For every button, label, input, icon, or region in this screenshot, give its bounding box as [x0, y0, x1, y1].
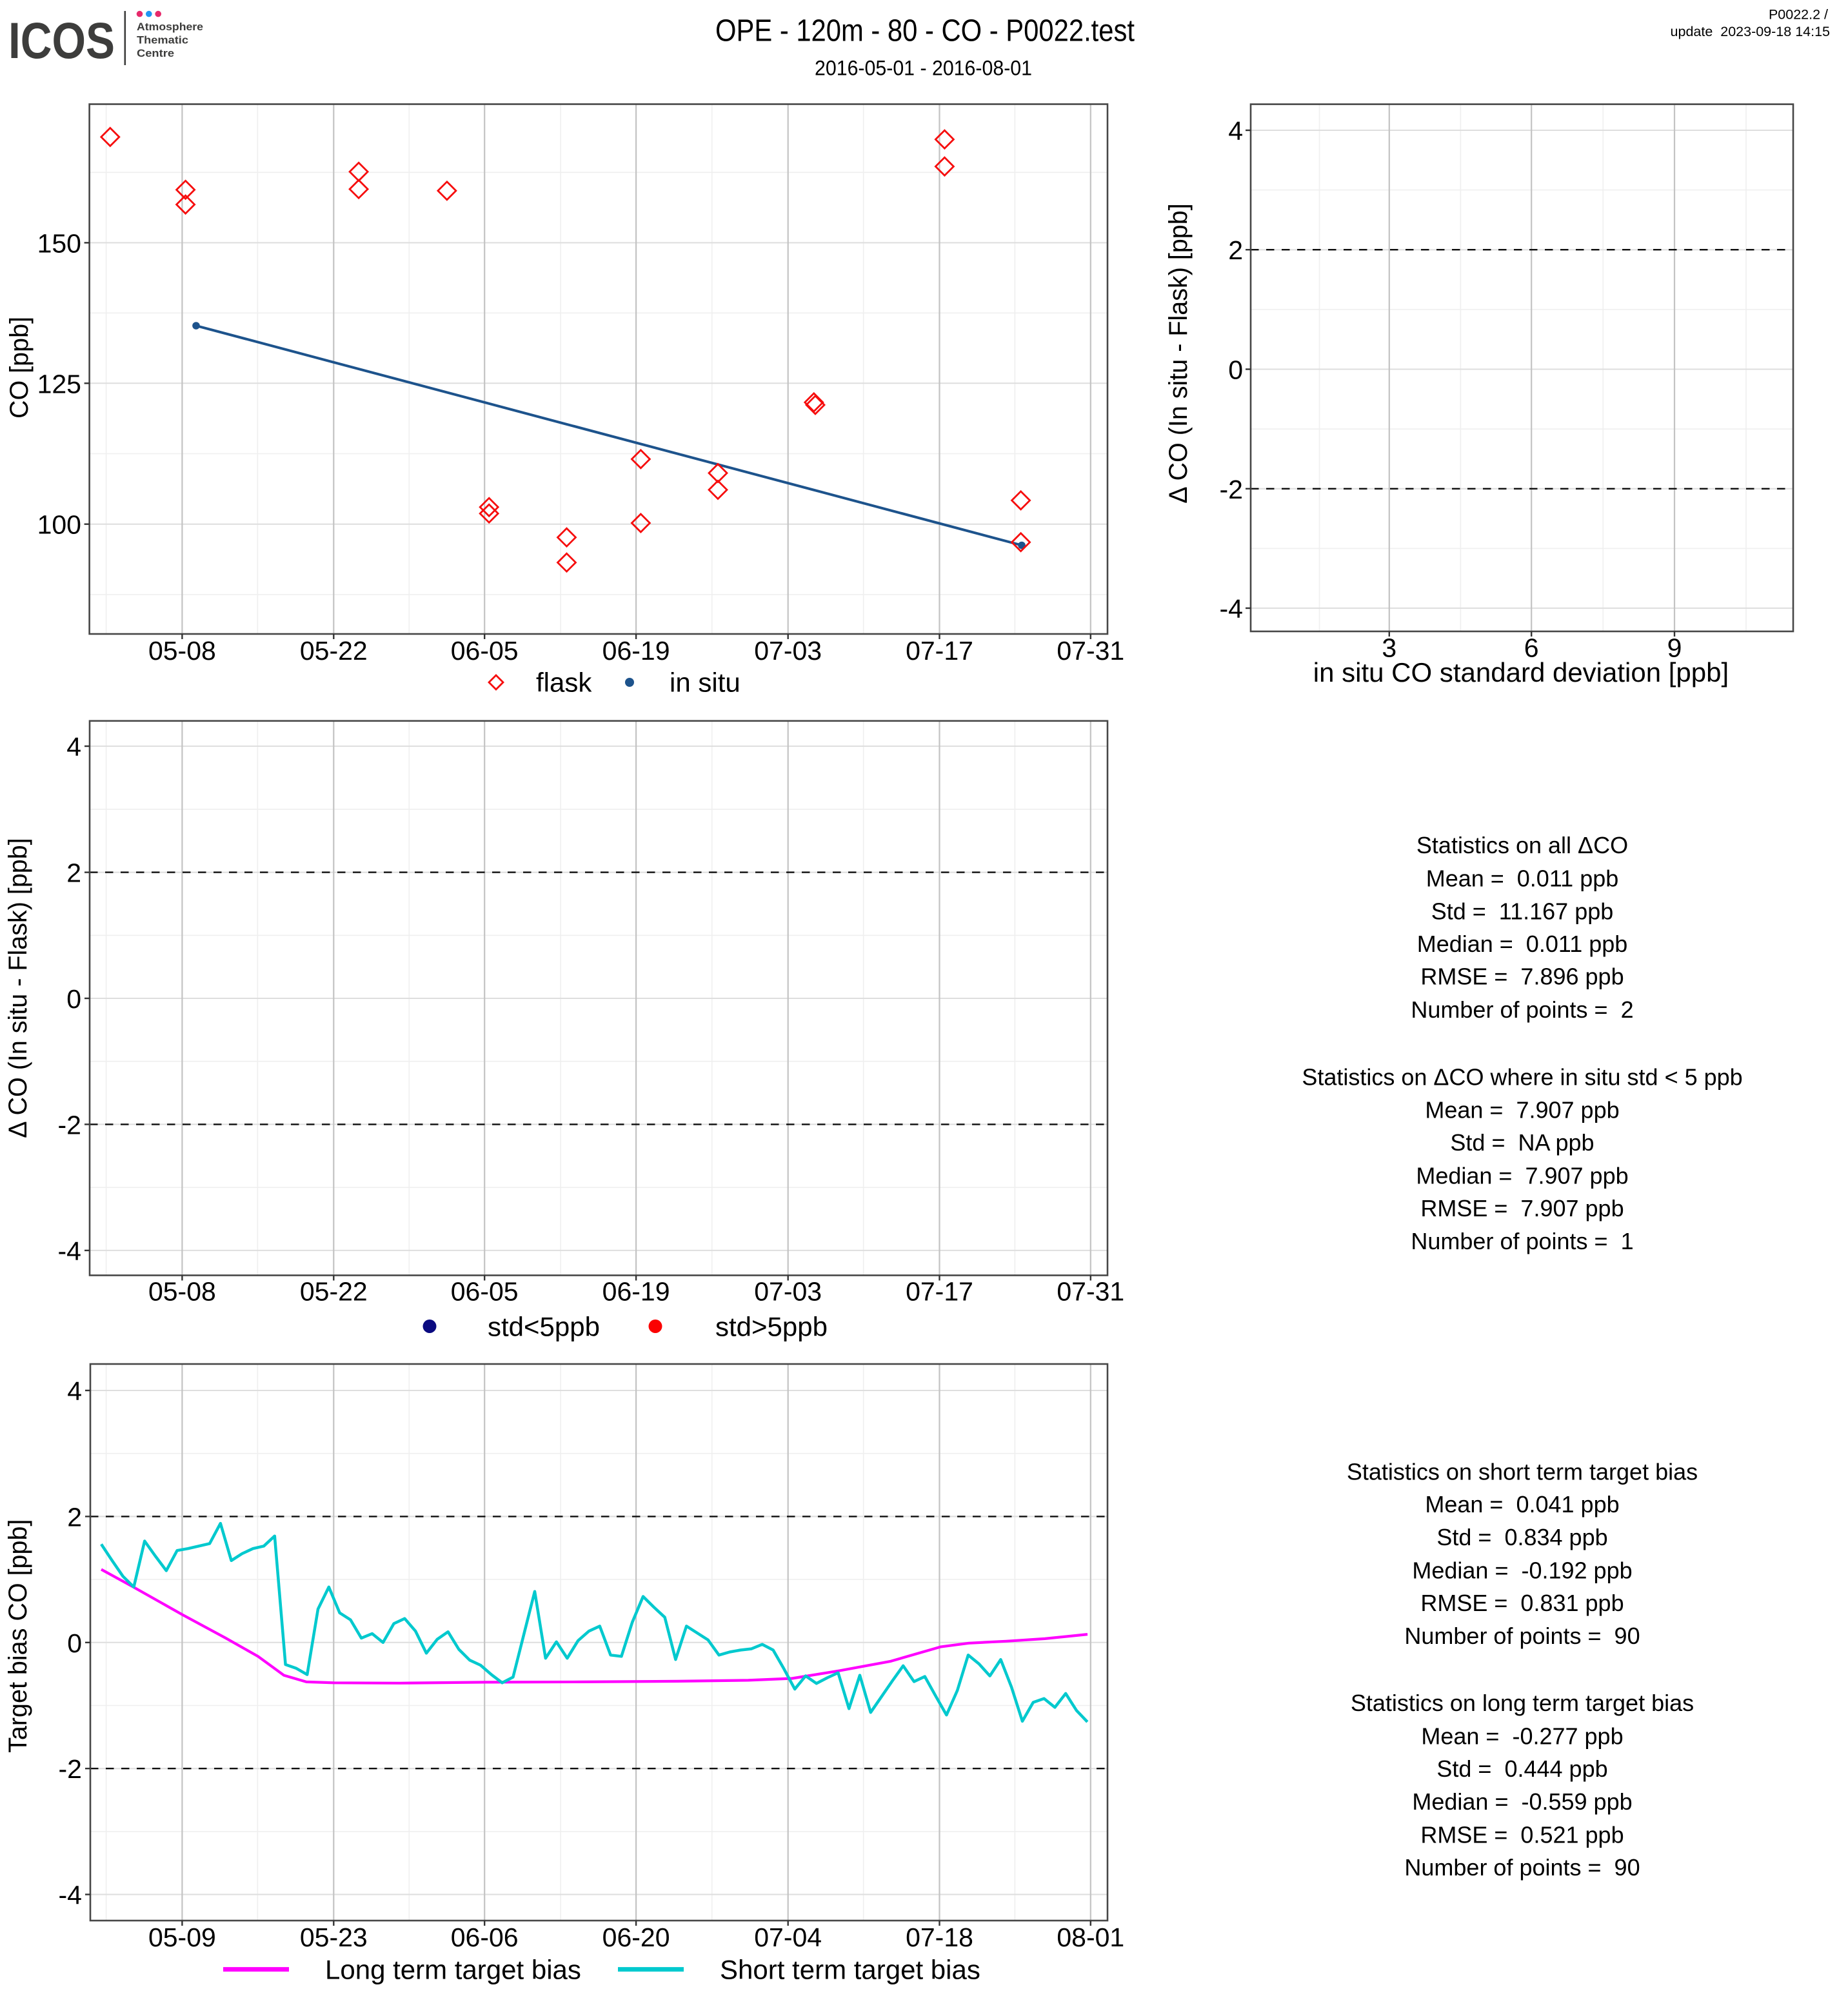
svg-text:in situ: in situ — [670, 667, 740, 698]
svg-text:08-01: 08-01 — [1057, 1923, 1124, 1952]
svg-text:RMSE = 7.896 ppb: RMSE = 7.896 ppb — [1420, 964, 1624, 990]
svg-text:Median = 0.011 ppb: Median = 0.011 ppb — [1417, 931, 1628, 957]
svg-text:05-22: 05-22 — [300, 1277, 368, 1307]
svg-text:ICOS: ICOS — [8, 12, 115, 69]
svg-text:07-31: 07-31 — [1057, 1277, 1124, 1307]
svg-text:Short term target bias: Short term target bias — [720, 1955, 980, 1985]
svg-text:07-03: 07-03 — [754, 636, 822, 666]
svg-text:-2: -2 — [58, 1110, 81, 1140]
svg-text:Statistics on ΔCO where in sit: Statistics on ΔCO where in situ std < 5 … — [1302, 1063, 1742, 1090]
svg-text:OPE - 120m - 80 - CO - P0022.t: OPE - 120m - 80 - CO - P0022.test — [715, 14, 1135, 48]
svg-text:Centre: Centre — [137, 48, 174, 59]
svg-text:P0022.2 /: P0022.2 / — [1769, 7, 1828, 23]
svg-text:RMSE = 0.521 ppb: RMSE = 0.521 ppb — [1420, 1821, 1624, 1848]
svg-text:in situ CO standard deviation: in situ CO standard deviation [ppb] — [1313, 657, 1729, 687]
svg-text:Statistics on long term target: Statistics on long term target bias — [1351, 1690, 1694, 1716]
svg-text:Mean = 0.011 ppb: Mean = 0.011 ppb — [1426, 865, 1619, 891]
svg-text:2: 2 — [66, 858, 81, 888]
svg-text:-2: -2 — [59, 1754, 82, 1784]
svg-text:0: 0 — [67, 1628, 82, 1658]
svg-text:07-17: 07-17 — [906, 636, 973, 666]
svg-text:100: 100 — [37, 510, 81, 540]
svg-text:Std = 11.167 ppb: Std = 11.167 ppb — [1431, 898, 1614, 924]
svg-text:-4: -4 — [58, 1236, 81, 1266]
svg-text:Number of points = 1: Number of points = 1 — [1411, 1228, 1633, 1254]
svg-text:-4: -4 — [1220, 594, 1243, 624]
svg-text:std>5ppb: std>5ppb — [715, 1312, 828, 1342]
svg-text:07-31: 07-31 — [1057, 636, 1124, 666]
svg-text:150: 150 — [37, 228, 81, 258]
svg-text:-4: -4 — [59, 1881, 82, 1910]
svg-text:0: 0 — [66, 984, 81, 1014]
svg-text:07-03: 07-03 — [754, 1277, 822, 1307]
svg-text:Std = NA ppb: Std = NA ppb — [1450, 1129, 1594, 1156]
svg-text:update 2023-09-18 14:15: update 2023-09-18 14:15 — [1671, 24, 1831, 39]
svg-text:2016-05-01 - 2016-08-01: 2016-05-01 - 2016-08-01 — [815, 57, 1032, 80]
svg-text:06-19: 06-19 — [602, 1277, 670, 1307]
svg-text:05-23: 05-23 — [300, 1923, 368, 1952]
svg-text:06-05: 06-05 — [451, 636, 519, 666]
svg-text:Number of points = 90: Number of points = 90 — [1404, 1854, 1640, 1881]
svg-text:Statistics on all ΔCO: Statistics on all ΔCO — [1416, 832, 1628, 858]
svg-text:Std = 0.834 ppb: Std = 0.834 ppb — [1436, 1524, 1607, 1550]
svg-text:06-19: 06-19 — [602, 636, 670, 666]
svg-text:2: 2 — [67, 1502, 82, 1532]
svg-text:Number of points = 90: Number of points = 90 — [1404, 1623, 1640, 1649]
svg-text:flask: flask — [536, 667, 592, 698]
svg-text:05-22: 05-22 — [300, 636, 368, 666]
svg-text:Mean = -0.277 ppb: Mean = -0.277 ppb — [1421, 1723, 1623, 1749]
svg-text:07-04: 07-04 — [754, 1923, 822, 1952]
svg-text:4: 4 — [67, 1376, 82, 1406]
svg-text:Long term target bias: Long term target bias — [325, 1955, 581, 1985]
svg-text:Mean = 7.907 ppb: Mean = 7.907 ppb — [1425, 1097, 1619, 1123]
svg-text:CO [ppb]: CO [ppb] — [5, 317, 34, 419]
svg-text:0: 0 — [1228, 355, 1243, 385]
svg-text:4: 4 — [1228, 116, 1243, 146]
svg-text:05-08: 05-08 — [148, 1277, 216, 1307]
svg-text:Median = -0.559 ppb: Median = -0.559 ppb — [1412, 1788, 1632, 1815]
svg-text:05-08: 05-08 — [148, 636, 216, 666]
svg-text:Δ CO (In situ - Flask) [ppb]: Δ CO (In situ - Flask) [ppb] — [1164, 203, 1193, 503]
svg-text:Δ CO (In situ - Flask) [ppb]: Δ CO (In situ - Flask) [ppb] — [4, 838, 32, 1138]
svg-text:9: 9 — [1667, 633, 1682, 663]
svg-text:6: 6 — [1524, 633, 1539, 663]
svg-text:Number of points = 2: Number of points = 2 — [1411, 996, 1633, 1023]
svg-text:RMSE = 0.831 ppb: RMSE = 0.831 ppb — [1420, 1590, 1624, 1616]
svg-text:06-05: 06-05 — [451, 1277, 519, 1307]
svg-text:06-06: 06-06 — [451, 1923, 519, 1952]
svg-text:4: 4 — [66, 732, 81, 762]
svg-text:Median = -0.192 ppb: Median = -0.192 ppb — [1412, 1557, 1632, 1583]
svg-text:125: 125 — [37, 369, 81, 399]
svg-text:Mean = 0.041 ppb: Mean = 0.041 ppb — [1425, 1491, 1619, 1518]
svg-text:3: 3 — [1382, 633, 1396, 663]
svg-text:std<5ppb: std<5ppb — [488, 1312, 600, 1342]
svg-text:-2: -2 — [1220, 475, 1243, 504]
svg-text:RMSE = 7.907 ppb: RMSE = 7.907 ppb — [1420, 1195, 1624, 1221]
svg-text:Median = 7.907 ppb: Median = 7.907 ppb — [1416, 1162, 1628, 1189]
svg-text:2: 2 — [1228, 235, 1243, 265]
svg-text:Target bias CO [ppb]: Target bias CO [ppb] — [4, 1519, 32, 1753]
svg-text:06-20: 06-20 — [602, 1923, 670, 1952]
svg-text:Statistics on short term targe: Statistics on short term target bias — [1347, 1458, 1698, 1485]
svg-text:Thematic: Thematic — [137, 34, 188, 46]
svg-text:05-09: 05-09 — [148, 1923, 216, 1952]
svg-text:07-18: 07-18 — [906, 1923, 973, 1952]
svg-text:Atmosphere: Atmosphere — [137, 21, 203, 33]
svg-text:07-17: 07-17 — [906, 1277, 973, 1307]
svg-text:Std = 0.444 ppb: Std = 0.444 ppb — [1436, 1755, 1607, 1782]
